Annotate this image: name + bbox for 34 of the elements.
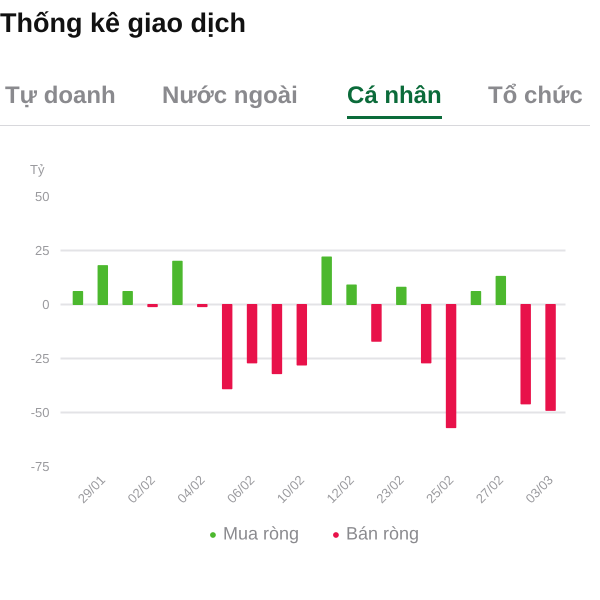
text: Tự doanh — [5, 82, 116, 111]
text: Nước ngoài — [162, 82, 298, 111]
bar — [496, 276, 506, 305]
bar — [396, 286, 407, 305]
bar — [520, 304, 531, 404]
y-axis-title: Tỷ — [30, 162, 44, 177]
bar — [98, 265, 108, 305]
text: Cá nhân — [347, 82, 442, 119]
y-tick-label: -25 — [30, 351, 50, 366]
bar — [321, 256, 332, 305]
bar — [222, 304, 232, 390]
bar — [420, 304, 432, 364]
legend-label: Bán ròng — [346, 524, 420, 544]
bar — [272, 304, 282, 374]
text: Tổ chức — [488, 82, 583, 111]
bar — [172, 260, 183, 305]
y-tick-label: -50 — [30, 405, 50, 420]
chart-title: Thống kê giao dịch — [0, 8, 246, 39]
bar — [296, 304, 308, 366]
bar — [246, 304, 258, 364]
bar — [446, 304, 456, 428]
bar — [72, 291, 84, 305]
y-tick-label: 25 — [35, 243, 50, 258]
bar — [346, 284, 357, 305]
bar — [371, 304, 382, 342]
legend-label: Mua ròng — [222, 524, 299, 544]
y-tick-label: 0 — [42, 297, 50, 312]
bar — [147, 304, 158, 308]
bar — [470, 291, 482, 305]
y-tick-label: -75 — [30, 459, 50, 474]
bar — [197, 304, 208, 308]
y-tick-label: 50 — [35, 189, 50, 204]
bar — [545, 304, 556, 411]
bar — [122, 291, 133, 305]
